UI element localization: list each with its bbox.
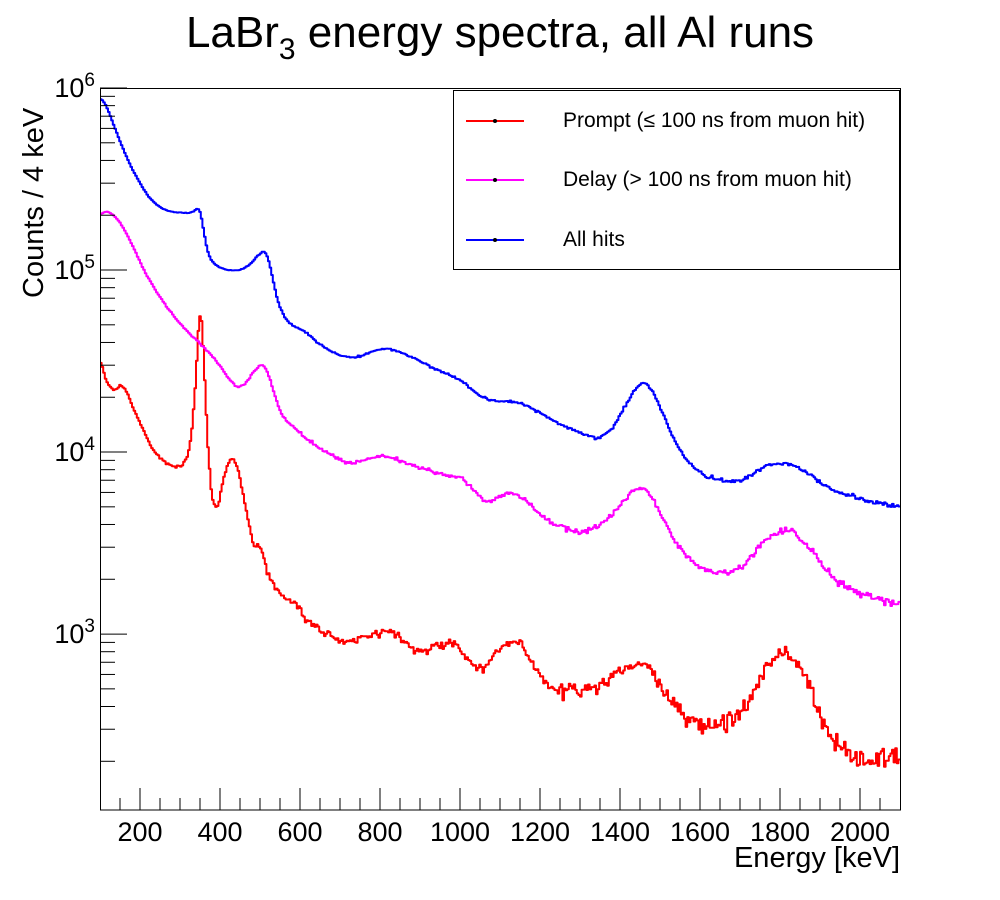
y-tick-label: 104	[54, 434, 95, 467]
legend-line-delay	[466, 178, 524, 183]
legend-entry-allhits: All hits	[454, 210, 899, 270]
x-tick-label: 1200	[510, 817, 570, 847]
legend-line-prompt	[466, 118, 524, 123]
x-tick-label: 800	[357, 817, 402, 847]
legend-entry-delay: Delay (> 100 ns from muon hit)	[454, 151, 899, 211]
legend-box: Prompt (≤ 100 ns from muon hit) Delay (>…	[453, 90, 900, 270]
legend-label-allhits: All hits	[563, 227, 625, 251]
y-tick-label: 106	[54, 70, 95, 103]
series-line-2	[100, 98, 900, 508]
x-tick-label: 1800	[750, 817, 810, 847]
spectra-curves	[100, 98, 900, 768]
x-tick-label: 1600	[670, 817, 730, 847]
y-tick-label: 103	[54, 616, 95, 649]
legend-marker-icon	[493, 118, 497, 123]
x-tick-label: 1000	[430, 817, 490, 847]
legend-marker-icon	[493, 237, 497, 242]
y-tick-label: 105	[54, 252, 95, 285]
x-tick-label: 2000	[830, 817, 890, 847]
legend-label-delay: Delay (> 100 ns from muon hit)	[563, 168, 852, 192]
series-line-1	[100, 210, 900, 607]
title-prefix: LaBr	[185, 8, 279, 57]
x-tick-label: 1400	[590, 817, 650, 847]
x-axis-title: Energy [keV]	[733, 842, 900, 874]
title-subscript: 3	[278, 33, 296, 66]
series-line-0	[100, 315, 900, 768]
legend-label-prompt: Prompt (≤ 100 ns from muon hit)	[563, 108, 866, 132]
legend-line-allhits	[466, 237, 524, 242]
tick-labels: 200 400 600 800 1000 1200 1400 1600 1800 2000 103 1…	[54, 70, 890, 847]
page-title: LaBr3 energy spectra, all Al runs	[0, 8, 1000, 66]
x-tick-label: 200	[117, 817, 162, 847]
x-tick-label: 400	[197, 817, 242, 847]
y-axis-title: Counts / 4 keV	[18, 107, 50, 298]
legend-entry-prompt: Prompt (≤ 100 ns from muon hit)	[454, 91, 899, 151]
title-rest: energy spectra, all Al runs	[295, 8, 815, 57]
legend-marker-icon	[493, 178, 497, 183]
x-tick-label: 600	[277, 817, 322, 847]
axis-ticks	[100, 87, 881, 810]
